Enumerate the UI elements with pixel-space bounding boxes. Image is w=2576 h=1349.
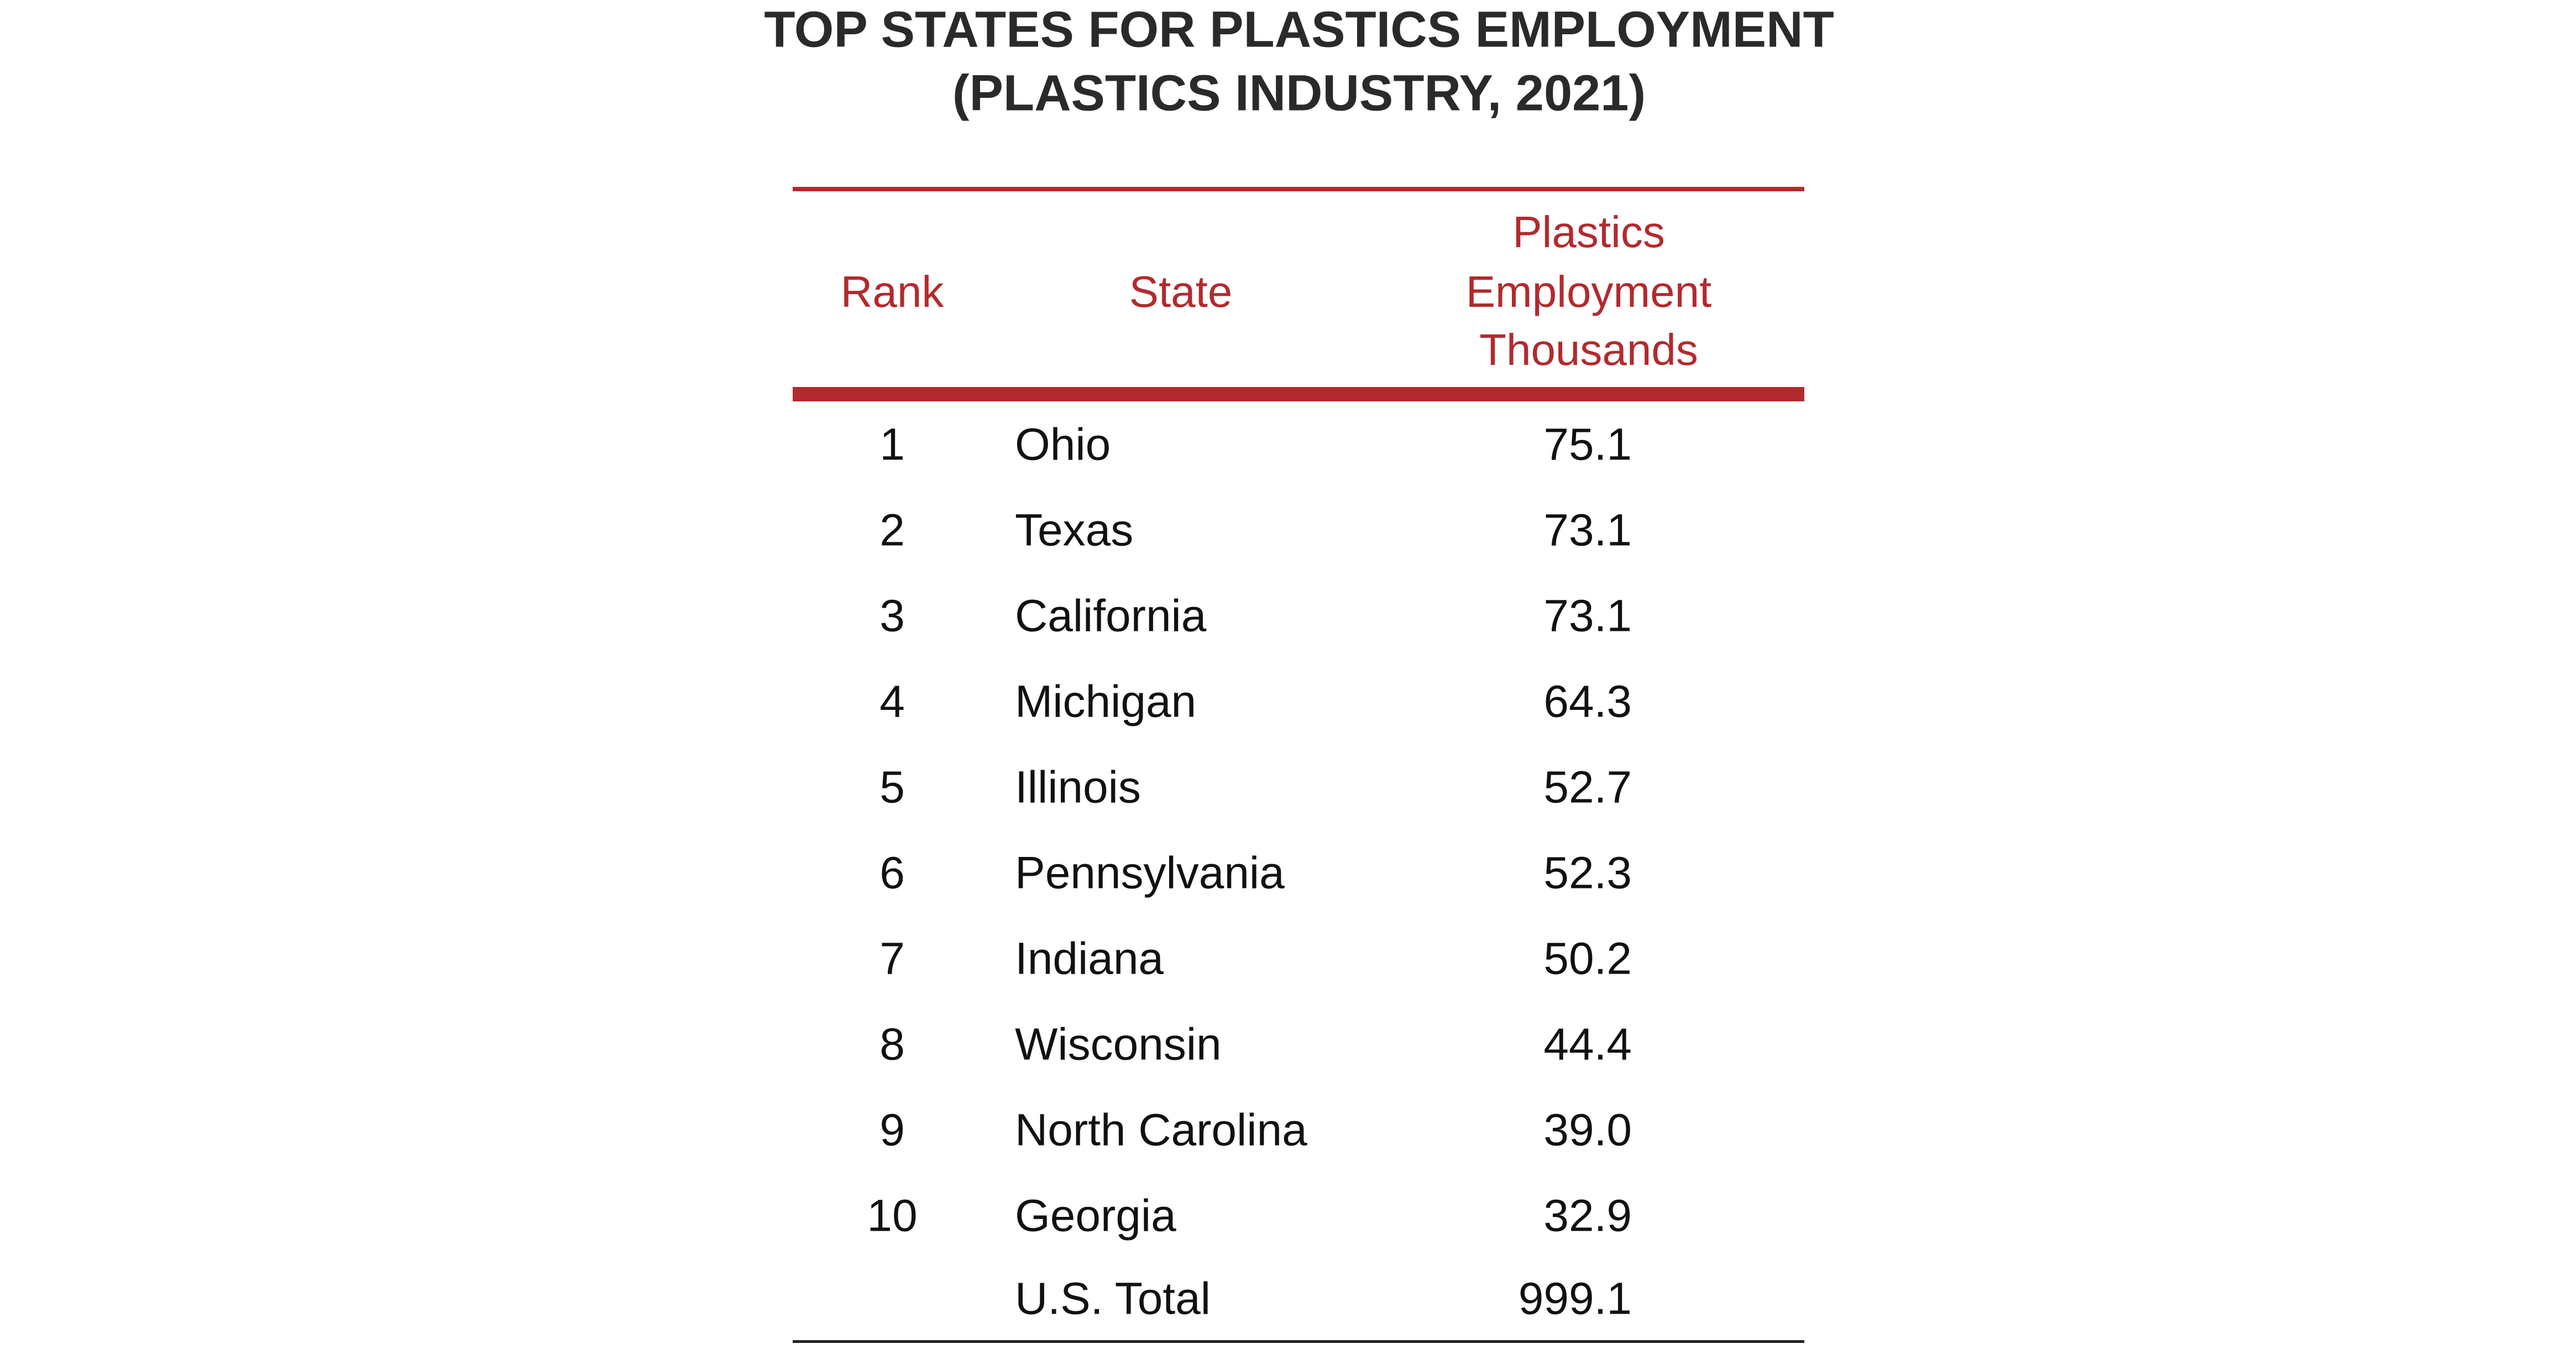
employment-cell: 39.0 bbox=[1543, 1105, 1632, 1155]
employment-cell: 75.1 bbox=[1543, 420, 1632, 470]
employment-cell: 52.3 bbox=[1543, 848, 1632, 898]
rank-cell: 6 bbox=[879, 848, 905, 898]
state-cell: Illinois bbox=[1015, 762, 1141, 813]
employment-cell: 52.7 bbox=[1543, 762, 1632, 813]
total-label: U.S. Total bbox=[1015, 1274, 1211, 1324]
state-cell: North Carolina bbox=[1015, 1105, 1307, 1155]
rank-cell: 3 bbox=[879, 591, 905, 641]
rank-cell: 10 bbox=[867, 1191, 917, 1241]
title-line: (PLASTICS INDUSTRY, 2021) bbox=[952, 65, 1646, 121]
state-cell: Texas bbox=[1015, 505, 1133, 556]
bottom-rule bbox=[793, 1340, 1804, 1343]
state-cell: Indiana bbox=[1015, 934, 1164, 984]
rank-cell: 9 bbox=[879, 1105, 905, 1155]
rank-cell: 7 bbox=[879, 934, 905, 984]
employment-cell: 32.9 bbox=[1543, 1191, 1632, 1241]
employment-cell: 50.2 bbox=[1543, 934, 1632, 984]
header-rank: Rank bbox=[841, 267, 945, 316]
rank-cell: 4 bbox=[879, 677, 905, 727]
state-cell: Ohio bbox=[1015, 420, 1111, 470]
top-rule bbox=[793, 187, 1804, 191]
header-rule bbox=[793, 387, 1804, 401]
employment-cell: 73.1 bbox=[1543, 591, 1632, 641]
state-cell: Michigan bbox=[1015, 677, 1196, 727]
rank-cell: 1 bbox=[879, 420, 905, 470]
employment-cell: 44.4 bbox=[1543, 1019, 1632, 1070]
state-cell: California bbox=[1015, 591, 1207, 641]
rank-cell: 8 bbox=[879, 1019, 905, 1070]
header-employment: Plastics bbox=[1512, 207, 1665, 257]
title-line: TOP STATES FOR PLASTICS EMPLOYMENT bbox=[764, 1, 1834, 57]
rank-cell: 5 bbox=[879, 762, 905, 813]
header-state: State bbox=[1129, 267, 1233, 316]
header-employment: Thousands bbox=[1479, 325, 1698, 374]
rank-cell: 2 bbox=[879, 505, 905, 556]
total-value: 999.1 bbox=[1519, 1274, 1632, 1324]
employment-cell: 64.3 bbox=[1543, 677, 1632, 727]
employment-cell: 73.1 bbox=[1543, 505, 1632, 556]
state-cell: Wisconsin bbox=[1015, 1019, 1222, 1070]
header-employment: Employment bbox=[1466, 267, 1712, 316]
state-cell: Georgia bbox=[1015, 1191, 1176, 1241]
state-cell: Pennsylvania bbox=[1015, 848, 1285, 898]
